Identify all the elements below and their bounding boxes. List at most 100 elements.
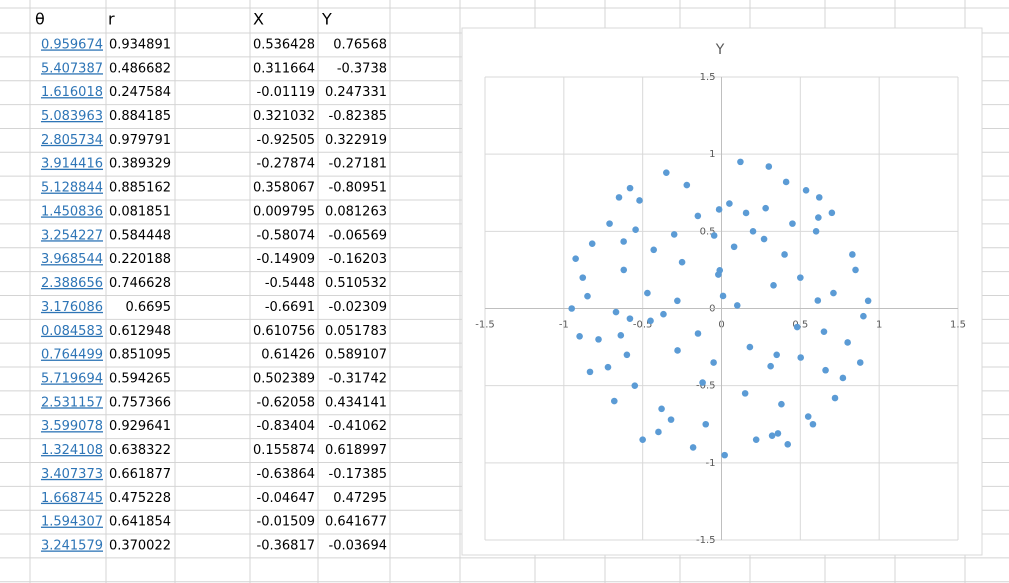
point	[815, 214, 822, 221]
cell: -0.31742	[329, 371, 387, 386]
point	[610, 397, 618, 405]
cell: 0.885162	[109, 181, 171, 196]
link-cell: 1.324108	[41, 443, 103, 458]
cell: -0.06569	[329, 228, 387, 243]
point	[721, 451, 728, 459]
cell: -0.03694	[329, 538, 387, 553]
point	[864, 297, 872, 305]
point	[749, 228, 757, 235]
point	[774, 430, 782, 437]
point	[741, 390, 749, 397]
point	[726, 200, 733, 207]
point	[733, 302, 741, 309]
cell: 0.510532	[325, 276, 387, 291]
cell: -0.92505	[257, 133, 315, 148]
point	[765, 163, 773, 170]
point	[760, 235, 768, 243]
cell: 0.979791	[109, 133, 171, 148]
cell: 0.61426	[261, 348, 315, 363]
cell: 0.851095	[109, 348, 171, 363]
cell: 0.76568	[333, 37, 387, 52]
point	[678, 258, 686, 266]
column-header: X	[253, 10, 264, 29]
link-cell: 1.668745	[41, 491, 103, 506]
point	[828, 209, 836, 217]
cell: 0.929641	[109, 419, 171, 434]
point	[768, 432, 776, 439]
cell: 0.247331	[325, 85, 387, 100]
cell: 0.934891	[109, 37, 171, 52]
point	[667, 416, 675, 423]
point	[579, 274, 587, 281]
point	[719, 292, 727, 300]
point	[674, 347, 681, 354]
y-tick-label: 0.5	[700, 226, 716, 237]
link-cell: 5.719694	[41, 371, 103, 386]
link-cell: 3.254227	[41, 228, 103, 243]
point	[650, 246, 658, 254]
cell: 0.321032	[253, 109, 315, 124]
point	[860, 312, 867, 320]
cell: 0.584448	[109, 228, 171, 243]
point	[699, 379, 706, 386]
point	[822, 366, 829, 374]
point	[793, 323, 801, 331]
point	[789, 220, 796, 227]
point	[849, 251, 856, 258]
point	[647, 317, 654, 325]
point	[702, 420, 710, 428]
point	[636, 197, 643, 204]
cell: 0.155874	[253, 443, 315, 458]
cell: -0.80951	[329, 181, 387, 196]
point	[773, 351, 780, 359]
cell: -0.01119	[257, 85, 315, 100]
point	[632, 226, 639, 234]
cell: -0.17385	[329, 467, 387, 482]
x-tick-label: -1.5	[475, 320, 495, 331]
cell: 0.434141	[325, 395, 387, 410]
y-tick-label: -1.5	[696, 535, 716, 546]
cell: 0.081263	[325, 204, 387, 219]
cell: 0.311664	[253, 61, 315, 76]
point	[839, 374, 847, 382]
point	[663, 169, 670, 176]
point	[804, 413, 812, 420]
point	[620, 238, 627, 245]
point	[631, 382, 639, 389]
point	[617, 332, 625, 339]
y-tick-label: 1.5	[700, 72, 716, 83]
point	[812, 228, 820, 235]
cell: 0.358067	[253, 181, 315, 196]
point	[844, 339, 851, 346]
y-tick-label: 1	[709, 149, 715, 160]
point	[644, 289, 651, 297]
cell: 0.051783	[325, 324, 387, 339]
point	[694, 330, 702, 337]
point	[770, 282, 777, 289]
point	[588, 240, 596, 247]
cell: -0.41062	[329, 419, 387, 434]
cell: 0.220188	[109, 252, 171, 267]
cell: 0.641677	[325, 515, 387, 530]
link-cell: 3.914416	[41, 157, 103, 172]
point	[710, 232, 718, 239]
cell: 0.081851	[109, 204, 171, 219]
cell: 0.502389	[253, 371, 315, 386]
point	[742, 209, 750, 217]
cell: 0.536428	[253, 37, 315, 52]
cell: 0.589107	[325, 348, 387, 363]
point	[660, 310, 667, 318]
point	[797, 354, 805, 361]
point	[670, 231, 678, 238]
point	[639, 436, 646, 443]
cell: 0.638322	[109, 443, 171, 458]
column-header: θ	[35, 10, 45, 29]
point	[730, 243, 738, 251]
cell: -0.04647	[257, 491, 315, 506]
cell: -0.01509	[257, 515, 315, 530]
cell: -0.02309	[329, 300, 387, 315]
cell: 0.884185	[109, 109, 171, 124]
column-header: Y	[321, 10, 332, 29]
cell: 0.6695	[126, 300, 172, 315]
